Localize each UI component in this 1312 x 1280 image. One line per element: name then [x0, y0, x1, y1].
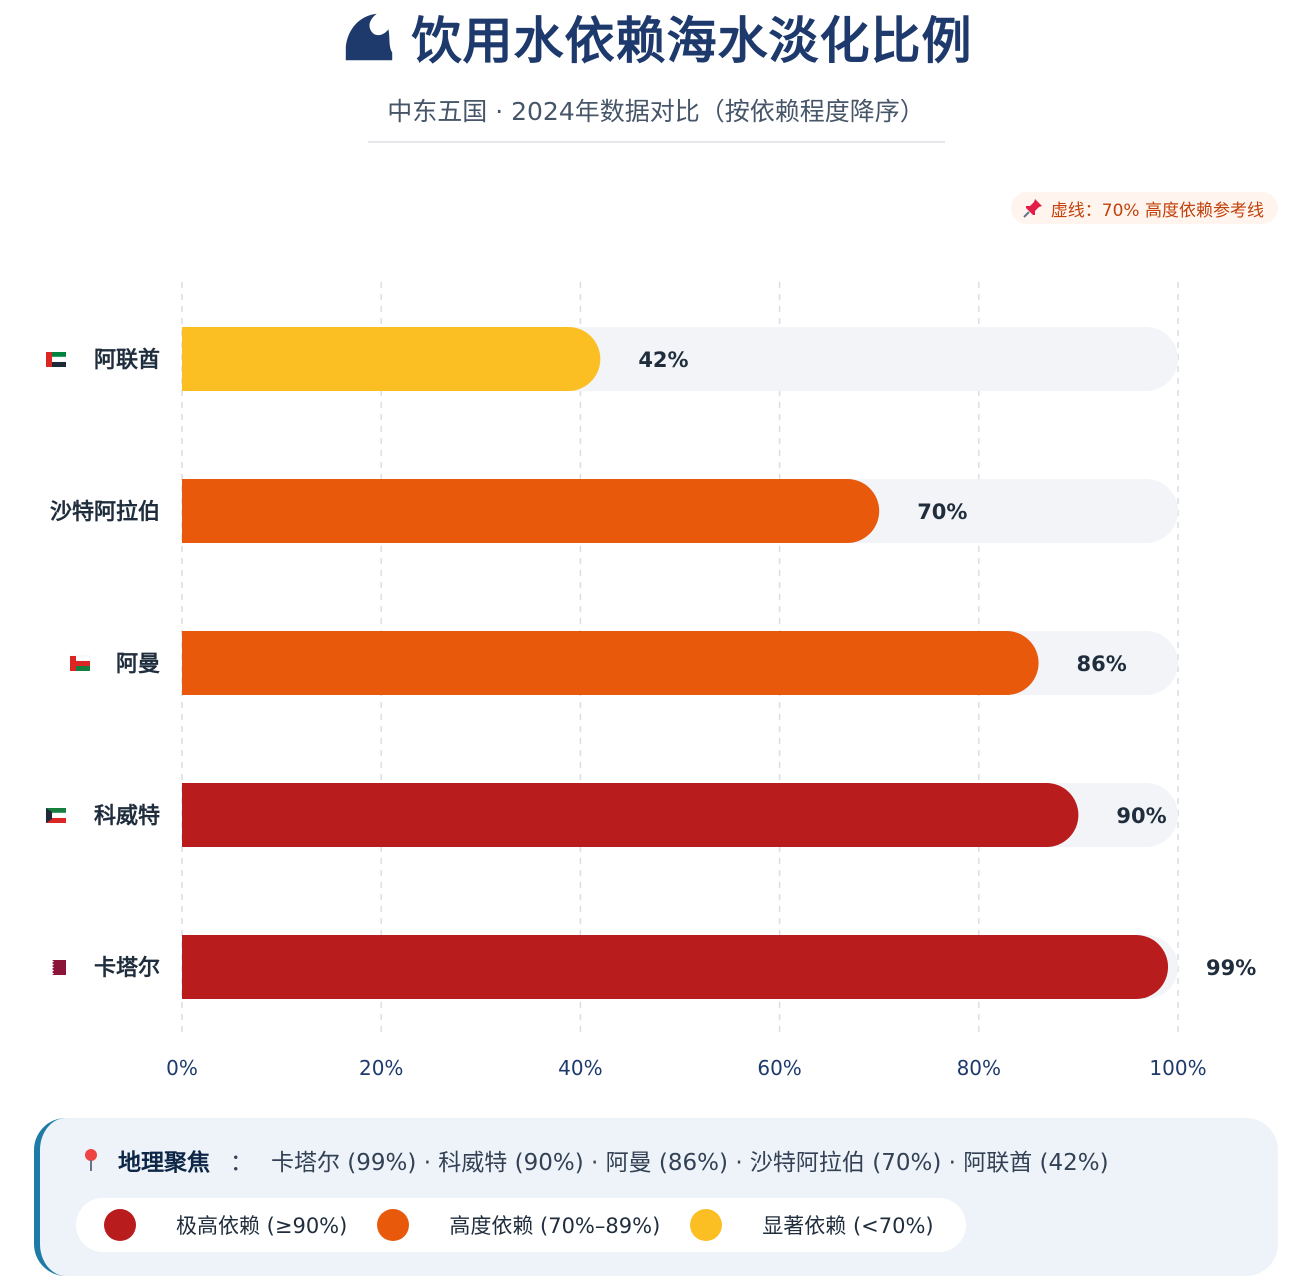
category-label: 阿联酋	[94, 347, 160, 373]
legend-swatch-very-high	[104, 1209, 136, 1241]
x-tick-label: 80%	[957, 1056, 1001, 1080]
flag-stripe	[46, 352, 66, 357]
flag-band	[46, 352, 52, 367]
page-title: 饮用水依赖海水淡化比例	[411, 12, 973, 70]
category-label: 科威特	[94, 803, 160, 829]
bar	[182, 479, 880, 543]
legend-swatch-high	[377, 1209, 410, 1241]
flag-band	[70, 656, 76, 671]
legend-label-significant: 显著依赖 (<70%)	[762, 1214, 934, 1238]
x-tick-label: 40%	[558, 1056, 602, 1080]
geo-focus-label: 地理聚焦	[118, 1150, 210, 1176]
category-label: 阿曼	[116, 652, 160, 677]
legend-panel: 地理聚焦 ： 卡塔尔 (99%) · 科威特 (90%) · 阿曼 (86%) …	[34, 1118, 1278, 1276]
bar	[182, 783, 1079, 847]
data-label: 90%	[1116, 804, 1166, 828]
pushpin-icon	[1023, 199, 1042, 218]
category-label: 卡塔尔	[94, 955, 160, 981]
geo-focus-text: 卡塔尔 (99%) · 科威特 (90%) · 阿曼 (86%) · 沙特阿拉伯…	[271, 1150, 1109, 1176]
reference-line-label: 虚线：70% 高度依赖参考线	[1050, 200, 1264, 221]
data-label: 70%	[917, 500, 967, 524]
legend-label-high: 高度依赖 (70%–89%)	[449, 1214, 661, 1238]
qatar-flag-icon	[46, 960, 66, 975]
bar	[182, 631, 1039, 695]
legend-item-high: 高度依赖 (70%–89%)	[377, 1198, 660, 1252]
oman-flag-icon	[69, 655, 91, 671]
geo-focus-line: 地理聚焦 ： 卡塔尔 (99%) · 科威特 (90%) · 阿曼 (86%) …	[82, 1142, 1109, 1178]
bar	[182, 935, 1169, 999]
subtitle-divider	[368, 141, 945, 143]
reference-line-badge: 虚线：70% 高度依赖参考线	[1010, 192, 1278, 224]
wave-icon	[345, 13, 392, 61]
legend-swatch-significant	[690, 1209, 723, 1241]
uae-flag-icon	[45, 352, 67, 367]
geo-focus-separator: ：	[230, 1150, 253, 1176]
flag-stripe	[70, 666, 90, 671]
title-row: 饮用水依赖海水淡化比例	[0, 4, 1312, 70]
x-tick-label: 20%	[359, 1056, 403, 1080]
kuwait-flag-icon	[45, 808, 67, 823]
legend-item-significant: 显著依赖 (<70%)	[690, 1198, 934, 1252]
x-tick-label: 0%	[166, 1056, 198, 1080]
x-tick-label: 100%	[1149, 1056, 1206, 1080]
flag-stripe	[46, 808, 66, 813]
page-subtitle: 中东五国 · 2024年数据对比（按依赖程度降序）	[387, 97, 925, 126]
legend-item-very-high: 极高依赖 (≥90%)	[104, 1198, 347, 1252]
bar	[182, 327, 601, 391]
category-label: 沙特阿拉伯	[50, 499, 160, 525]
bar-chart: 42% 阿联酋 70% 沙特阿拉伯 86% 阿曼 90% 科威特 99% 卡塔尔 0% 20% 40% 6…	[45, 282, 1256, 1080]
flag-band	[46, 960, 54, 975]
data-label: 99%	[1206, 956, 1256, 980]
flag-stripe	[46, 818, 66, 823]
x-tick-label: 60%	[757, 1056, 801, 1080]
legend: 极高依赖 (≥90%) 高度依赖 (70%–89%) 显著依赖 (<70%)	[76, 1198, 966, 1252]
flag-stripe	[70, 661, 90, 666]
flag-stripe	[46, 362, 66, 367]
data-label: 86%	[1077, 652, 1127, 676]
flag-band	[46, 808, 52, 823]
data-label: 42%	[638, 348, 688, 372]
legend-label-very-high: 极高依赖 (≥90%)	[176, 1214, 348, 1238]
location-pin-icon	[85, 1149, 97, 1171]
